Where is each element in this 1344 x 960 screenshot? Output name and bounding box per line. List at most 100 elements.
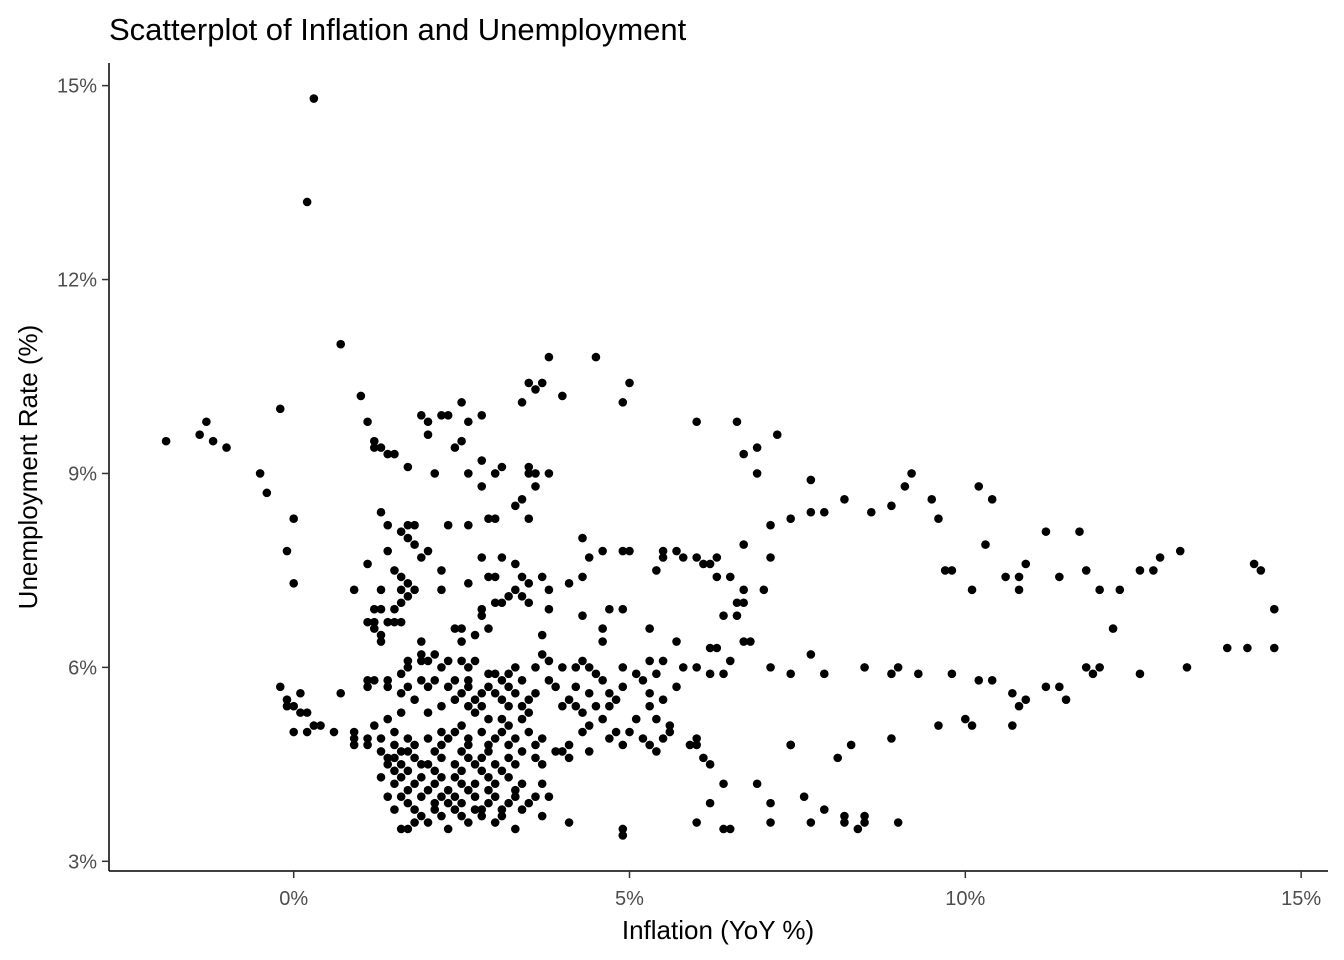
data-point — [712, 643, 722, 653]
data-point — [524, 598, 534, 608]
data-point — [282, 695, 292, 704]
data-point — [544, 792, 554, 801]
data-point — [383, 682, 393, 692]
data-point — [712, 572, 722, 582]
data-point — [712, 553, 722, 562]
data-point — [477, 811, 487, 821]
data-point — [786, 740, 795, 750]
data-point — [1021, 695, 1031, 704]
data-point — [578, 533, 587, 543]
data-point — [658, 656, 668, 666]
data-point — [376, 507, 386, 517]
data-point — [544, 676, 554, 685]
data-point — [403, 520, 413, 530]
data-point — [356, 391, 366, 401]
data-point — [390, 805, 399, 814]
data-point — [208, 436, 218, 446]
data-point — [423, 430, 433, 439]
data-point — [564, 695, 574, 704]
data-point — [719, 611, 728, 620]
data-point — [618, 663, 628, 672]
data-point — [860, 811, 869, 821]
data-point — [484, 772, 493, 782]
data-point — [598, 624, 607, 633]
data-point — [490, 572, 500, 582]
data-point — [477, 604, 487, 614]
data-point — [947, 566, 957, 575]
data-point — [846, 740, 856, 750]
data-point — [1014, 701, 1024, 711]
data-point — [558, 747, 567, 756]
data-point — [504, 740, 513, 750]
data-point — [584, 663, 594, 672]
data-point — [504, 721, 513, 730]
data-point — [396, 669, 406, 679]
data-point — [396, 585, 406, 595]
data-point — [524, 579, 534, 588]
data-point — [772, 430, 782, 439]
data-point — [732, 598, 742, 608]
data-point — [799, 792, 809, 801]
data-point — [705, 798, 715, 808]
data-point — [605, 701, 614, 711]
data-point — [645, 701, 654, 711]
data-point — [403, 747, 413, 756]
data-point — [934, 721, 943, 730]
data-point — [605, 688, 614, 698]
data-point — [423, 760, 433, 769]
data-point — [349, 727, 359, 737]
data-point — [390, 779, 399, 789]
data-point — [289, 579, 299, 588]
data-point — [417, 637, 426, 646]
data-point — [1081, 663, 1091, 672]
data-point — [390, 727, 399, 737]
data-point — [967, 721, 977, 730]
data-point — [1021, 559, 1031, 569]
data-point — [457, 656, 466, 666]
data-point — [437, 701, 446, 711]
data-point — [511, 792, 520, 801]
data-point — [537, 378, 547, 388]
data-point — [443, 785, 453, 795]
data-point — [309, 721, 319, 730]
data-point — [383, 520, 393, 530]
data-point — [437, 410, 446, 420]
data-point — [396, 792, 406, 801]
data-point — [558, 701, 567, 711]
data-point — [974, 482, 984, 491]
data-point — [363, 682, 372, 692]
data-point — [1115, 585, 1125, 595]
data-point — [437, 811, 446, 821]
data-point — [819, 507, 829, 517]
data-point — [692, 417, 701, 427]
data-point — [423, 785, 433, 795]
data-point — [437, 585, 446, 595]
data-point — [376, 734, 386, 743]
x-axis-title: Inflation (YoY %) — [622, 915, 814, 945]
data-point — [457, 624, 466, 633]
data-point — [443, 734, 453, 743]
data-point — [591, 352, 601, 362]
data-point — [430, 779, 440, 789]
data-point — [161, 436, 171, 446]
data-point — [349, 734, 359, 743]
data-point — [692, 818, 701, 827]
data-point — [376, 604, 386, 614]
data-point — [403, 579, 413, 588]
data-point — [544, 604, 554, 614]
data-point — [618, 546, 628, 556]
data-point — [887, 734, 896, 743]
data-point — [450, 727, 460, 737]
data-point — [981, 540, 990, 549]
data-point — [477, 688, 487, 698]
data-point — [739, 585, 748, 595]
data-point — [511, 760, 520, 769]
data-point — [940, 566, 950, 575]
data-point — [625, 378, 634, 388]
data-point — [437, 792, 446, 801]
data-point — [645, 688, 654, 698]
data-point — [1041, 527, 1051, 536]
data-point — [564, 818, 574, 827]
data-point — [289, 701, 299, 711]
data-point — [504, 682, 513, 692]
